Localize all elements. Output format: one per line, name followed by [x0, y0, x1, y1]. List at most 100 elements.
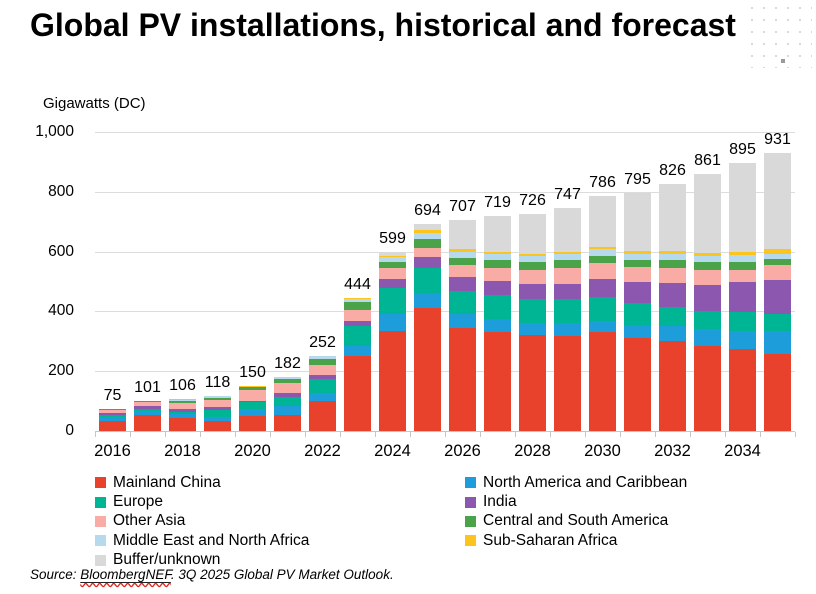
bar-segment-north-america-and-caribbean: [99, 416, 126, 421]
bar-2033: [694, 173, 721, 431]
bar-segment-india: [694, 284, 721, 312]
bar-segment-middle-east-and-north-africa: [624, 254, 651, 261]
bar-segment-sub-saharan-africa: [204, 395, 231, 397]
bar-segment-india: [204, 406, 231, 411]
bar-group-2021: 182: [270, 132, 305, 431]
bar-group-2033: 861: [690, 132, 725, 431]
bar-segment-sub-saharan-africa: [659, 251, 686, 255]
bar-segment-central-and-south-america: [484, 260, 511, 268]
bar-total-label: 895: [729, 141, 756, 159]
bar-total-label: 694: [414, 201, 441, 219]
bar-group-2017: 101: [130, 132, 165, 431]
x-tick-label-2034: 2034: [724, 442, 761, 460]
bar-segment-mainland-china: [274, 414, 301, 431]
legend-swatch: [95, 535, 106, 547]
bar-total-label: 75: [103, 386, 122, 404]
legend-item-middle-east-and-north-africa: Middle East and North Africa: [95, 531, 309, 550]
x-tick: [130, 432, 131, 437]
bar-segment-north-america-and-caribbean: [554, 323, 581, 336]
bar-segment-mainland-china: [169, 417, 196, 431]
bar-segment-north-america-and-caribbean: [414, 293, 441, 309]
bar-segment-middle-east-and-north-africa: [274, 377, 301, 380]
bar-segment-india: [484, 280, 511, 296]
bar-segment-middle-east-and-north-africa: [554, 254, 581, 261]
gridline: [95, 251, 795, 253]
source-suffix: . 3Q 2025 Global PV Market Outlook.: [170, 567, 394, 582]
bar-segment-north-america-and-caribbean: [344, 345, 371, 357]
page-title: Global PV installations, historical and …: [30, 7, 736, 43]
gridline: [95, 191, 795, 193]
bar-2024: [379, 251, 406, 431]
bar-segment-buffer-unknown: [379, 251, 406, 257]
bar-segment-mainland-china: [134, 415, 161, 431]
bar-segment-europe: [449, 290, 476, 315]
bar-segment-other-asia: [239, 390, 266, 401]
legend-column-right: North America and Caribbean India Central …: [465, 473, 687, 551]
gridline: [95, 371, 795, 373]
bar-segment-north-america-and-caribbean: [694, 329, 721, 346]
bar-segment-mainland-china: [554, 335, 581, 431]
bar-total-label: 101: [134, 378, 161, 396]
x-tick: [270, 432, 271, 437]
bar-segment-buffer-unknown: [764, 152, 791, 249]
legend-label: Buffer/unknown: [113, 551, 221, 569]
x-tick: [200, 432, 201, 437]
x-axis-line: [95, 431, 795, 432]
bar-segment-india: [624, 282, 651, 304]
bar-segment-europe: [589, 297, 616, 321]
bar-segment-central-and-south-america: [519, 262, 546, 270]
bar-segment-india: [554, 283, 581, 299]
bar-group-2034: 895: [725, 132, 760, 431]
bar-segment-other-asia: [379, 267, 406, 280]
bar-segment-europe: [519, 298, 546, 323]
bar-segment-other-asia: [309, 364, 336, 375]
x-tick-label-2022: 2022: [304, 442, 341, 460]
x-tick-label-2032: 2032: [654, 442, 691, 460]
bar-segment-sub-saharan-africa: [694, 252, 721, 257]
bar-total-label: 707: [449, 197, 476, 215]
bar-segment-mainland-china: [484, 332, 511, 431]
bar-segment-buffer-unknown: [554, 207, 581, 252]
bar-segment-middle-east-and-north-africa: [169, 399, 196, 401]
legend-label: Central and South America: [483, 512, 669, 530]
bar-segment-sub-saharan-africa: [519, 253, 546, 257]
legend-item-sub-saharan-africa: Sub-Saharan Africa: [465, 531, 687, 550]
bar-segment-other-asia: [694, 270, 721, 285]
bar-total-label: 252: [309, 333, 336, 351]
x-tick-label-2020: 2020: [234, 442, 271, 460]
bar-group-2029: 747: [550, 132, 585, 431]
x-tick-label-2026: 2026: [444, 442, 481, 460]
x-tick: [375, 432, 376, 437]
bar-segment-north-america-and-caribbean: [169, 414, 196, 418]
bloombergnef-link[interactable]: BloombergNEF: [80, 567, 171, 582]
bar-segment-europe: [484, 295, 511, 320]
bar-segment-india: [274, 392, 301, 397]
x-tick-label-2028: 2028: [514, 442, 551, 460]
bar-2025: [414, 223, 441, 431]
legend-label: Mainland China: [113, 473, 221, 491]
legend-item-north-america-and-caribbean: North America and Caribbean: [465, 473, 687, 492]
bar-segment-buffer-unknown: [624, 193, 651, 252]
bar-segment-mainland-china: [519, 335, 546, 431]
bar-segment-middle-east-and-north-africa: [589, 248, 616, 256]
bar-segment-sub-saharan-africa: [274, 376, 301, 378]
bar-segment-india: [589, 278, 616, 298]
bar-segment-north-america-and-caribbean: [519, 322, 546, 336]
bar-segment-mainland-china: [694, 345, 721, 431]
bar-segment-europe: [624, 303, 651, 325]
bar-segment-middle-east-and-north-africa: [764, 253, 791, 259]
x-tick: [725, 432, 726, 437]
bar-segment-other-asia: [344, 309, 371, 321]
bar-segment-europe: [99, 414, 126, 417]
legend-item-europe: Europe: [95, 492, 309, 511]
y-tick-label: 800: [48, 182, 74, 200]
bar-segment-mainland-china: [239, 416, 266, 431]
bar-total-label: 795: [624, 171, 651, 189]
bar-2016: [99, 408, 126, 431]
bar-segment-middle-east-and-north-africa: [659, 254, 686, 261]
bar-segment-sub-saharan-africa: [589, 246, 616, 249]
bar-segment-buffer-unknown: [694, 173, 721, 253]
bar-segment-india: [169, 408, 196, 412]
bar-segment-europe: [169, 411, 196, 415]
